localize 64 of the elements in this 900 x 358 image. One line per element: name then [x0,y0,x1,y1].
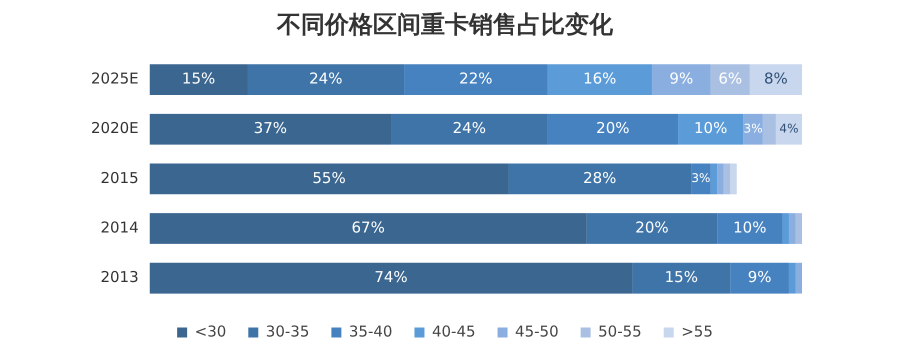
legend-label: 30-35 [266,322,310,340]
legend-label: 45-50 [515,322,559,340]
bar [150,164,508,194]
bar [782,213,789,244]
data-label: 20% [635,218,669,236]
data-label: 3% [744,121,763,136]
y-tick-label: 2014 [100,218,139,236]
data-label: 74% [374,268,408,286]
data-label: 22% [459,70,492,88]
bar [788,262,796,294]
bar [391,114,548,145]
data-label: 20% [596,119,630,138]
data-label: 24% [452,119,486,138]
y-tick-label: 2025E [90,70,139,88]
bar [730,164,737,194]
data-label: 10% [694,119,728,138]
bar [717,213,782,244]
bar [632,262,730,294]
bar [586,213,718,244]
bar [150,262,632,294]
legend-label: >55 [681,322,713,340]
bar [750,64,802,96]
data-label: 4% [779,121,798,136]
bar [150,213,587,244]
y-tick-label: 2020E [90,119,139,138]
bar [150,64,248,96]
data-label: 9% [748,268,772,286]
data-label: 10% [733,218,766,236]
data-label: 37% [254,119,288,138]
legend-label: 50-55 [598,322,642,340]
data-label: 16% [583,70,616,88]
bar [710,164,718,194]
chart-title: 不同价格区间重卡销售占比变化 [276,10,614,39]
data-label: 24% [309,70,342,88]
bar [678,114,744,145]
bar [788,213,796,244]
data-label: 3% [691,171,710,186]
data-label: 15% [182,70,216,88]
data-label: 8% [764,70,788,88]
bar [508,164,692,194]
data-label: 28% [583,168,616,187]
bar [548,114,678,145]
data-label: 67% [352,218,385,236]
bar [652,64,711,96]
bar [717,164,724,194]
bar [248,64,404,96]
data-label: 9% [669,70,694,88]
data-label: 6% [718,70,742,88]
data-label: 15% [664,268,698,286]
legend-label: <30 [194,322,226,340]
bar [150,114,392,145]
bar [404,64,548,96]
y-tick-label: 2013 [100,268,139,286]
data-label: 55% [312,168,346,187]
bar [710,64,750,96]
bar [730,262,789,294]
bar [724,164,730,194]
y-tick-label: 2015 [100,168,139,187]
bar [548,64,652,96]
bar [795,262,802,294]
legend-label: 35-40 [348,322,392,340]
bar [795,213,802,244]
bar [762,114,776,145]
legend-label: 40-45 [432,322,476,340]
